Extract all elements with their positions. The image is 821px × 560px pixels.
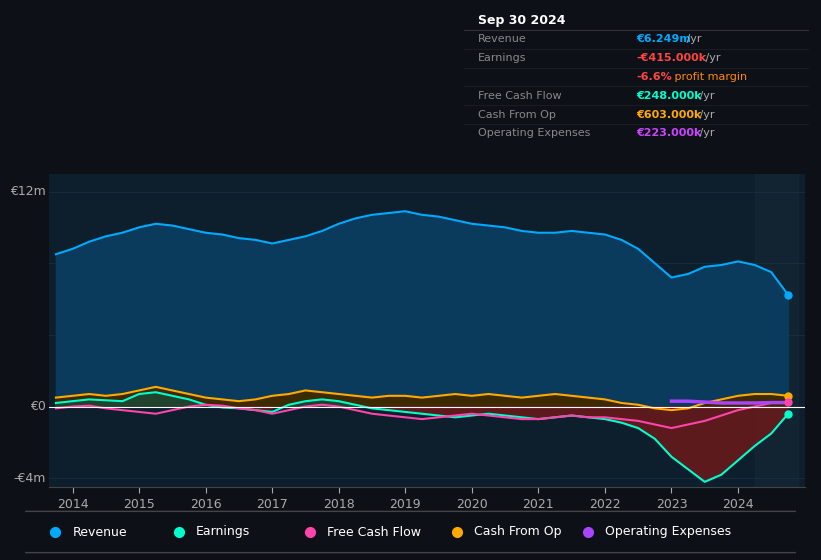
Text: Earnings: Earnings: [478, 53, 526, 63]
Text: Revenue: Revenue: [478, 34, 526, 44]
Text: profit margin: profit margin: [671, 72, 747, 82]
Text: €223.000k: €223.000k: [636, 128, 702, 138]
Text: -€415.000k: -€415.000k: [636, 53, 706, 63]
Text: /yr: /yr: [695, 110, 714, 120]
Text: €12m: €12m: [11, 185, 46, 198]
Text: /yr: /yr: [695, 128, 714, 138]
Text: /yr: /yr: [702, 53, 720, 63]
Text: €6.249m: €6.249m: [636, 34, 691, 44]
Text: Cash From Op: Cash From Op: [478, 110, 556, 120]
Text: Cash From Op: Cash From Op: [474, 525, 562, 539]
Text: Earnings: Earnings: [196, 525, 250, 539]
Text: Sep 30 2024: Sep 30 2024: [478, 14, 565, 27]
Text: /yr: /yr: [695, 91, 714, 101]
Text: -6.6%: -6.6%: [636, 72, 672, 82]
Text: -€4m: -€4m: [14, 472, 46, 485]
Text: Free Cash Flow: Free Cash Flow: [478, 91, 562, 101]
Text: Operating Expenses: Operating Expenses: [478, 128, 590, 138]
Text: €603.000k: €603.000k: [636, 110, 702, 120]
Text: Operating Expenses: Operating Expenses: [605, 525, 732, 539]
Text: Revenue: Revenue: [72, 525, 127, 539]
Text: €0: €0: [30, 400, 46, 413]
Bar: [754, 174, 798, 487]
Text: /yr: /yr: [683, 34, 702, 44]
Text: Free Cash Flow: Free Cash Flow: [327, 525, 421, 539]
Text: €248.000k: €248.000k: [636, 91, 702, 101]
